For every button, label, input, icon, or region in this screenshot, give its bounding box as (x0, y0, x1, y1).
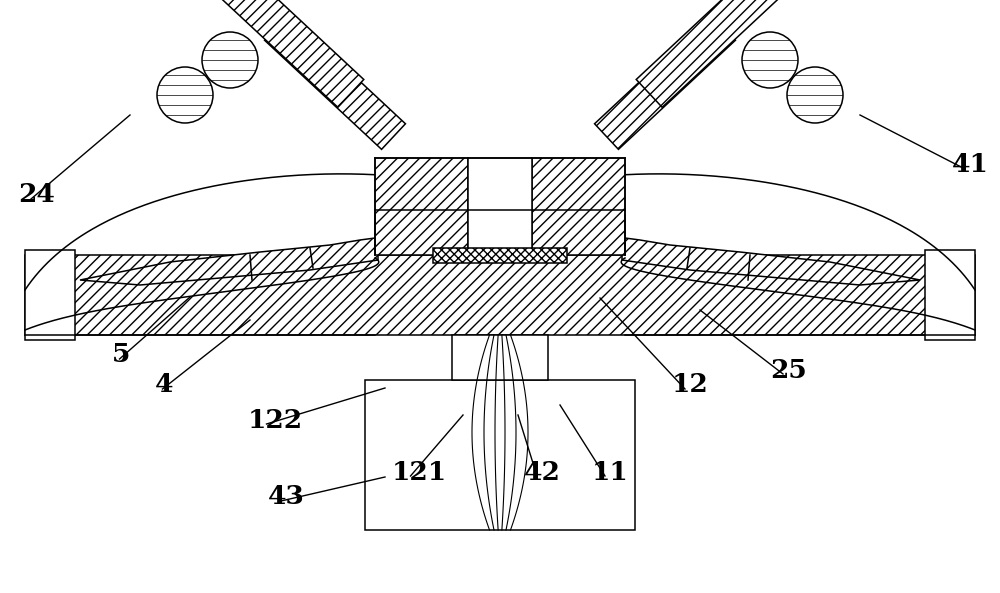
Text: 5: 5 (112, 343, 130, 368)
Text: 121: 121 (392, 460, 447, 484)
Text: 12: 12 (672, 372, 709, 397)
Polygon shape (365, 380, 635, 530)
Polygon shape (452, 335, 548, 380)
Circle shape (202, 32, 258, 88)
Polygon shape (433, 248, 567, 263)
Text: 43: 43 (268, 484, 305, 509)
Text: 25: 25 (770, 358, 807, 382)
Text: 24: 24 (18, 183, 55, 208)
Polygon shape (468, 158, 532, 255)
Polygon shape (636, 0, 794, 107)
Polygon shape (265, 15, 405, 149)
Text: 122: 122 (248, 407, 303, 432)
Polygon shape (925, 250, 975, 340)
Text: 11: 11 (592, 460, 629, 484)
Circle shape (742, 32, 798, 88)
Circle shape (787, 67, 843, 123)
Polygon shape (375, 158, 468, 255)
Text: 42: 42 (524, 460, 561, 484)
Polygon shape (532, 158, 625, 255)
Polygon shape (622, 238, 920, 285)
Text: 4: 4 (155, 372, 174, 397)
Polygon shape (25, 250, 75, 340)
Polygon shape (595, 15, 735, 149)
Polygon shape (206, 0, 364, 107)
Circle shape (157, 67, 213, 123)
Polygon shape (25, 255, 975, 335)
Text: 41: 41 (952, 152, 989, 177)
Polygon shape (80, 238, 378, 285)
